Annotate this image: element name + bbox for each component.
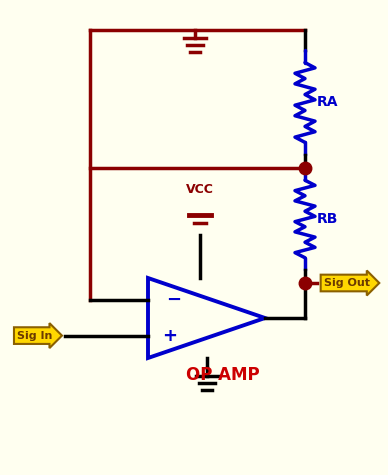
Text: VCC: VCC bbox=[186, 183, 214, 196]
Text: −: − bbox=[166, 291, 181, 309]
Text: RB: RB bbox=[317, 212, 338, 226]
Text: +: + bbox=[162, 327, 177, 344]
Text: Sig Out: Sig Out bbox=[324, 278, 370, 288]
Text: Sig In: Sig In bbox=[17, 331, 53, 341]
Text: OP AMP: OP AMP bbox=[186, 366, 260, 384]
Text: RA: RA bbox=[317, 95, 338, 110]
